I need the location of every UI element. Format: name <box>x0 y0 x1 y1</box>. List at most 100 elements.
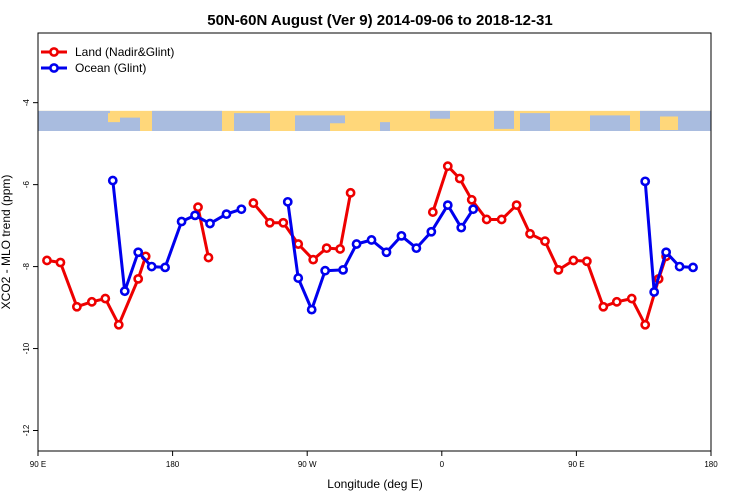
series-layer <box>42 161 698 330</box>
data-point <box>321 243 332 254</box>
data-point <box>411 243 422 254</box>
data-point <box>351 239 362 249</box>
data-point <box>661 247 672 258</box>
series-line <box>46 255 148 327</box>
y-axis-label: XCO2 - MLO trend (ppm) <box>0 175 13 310</box>
data-point <box>456 222 467 233</box>
series-line <box>643 181 694 294</box>
map-ocean <box>152 110 222 131</box>
series-ocean <box>107 175 698 315</box>
series-line <box>286 201 475 312</box>
map-ocean <box>494 110 514 129</box>
map-land-patch <box>400 117 422 129</box>
x-tick-label: 90 E <box>568 460 584 469</box>
series-land <box>42 161 672 330</box>
data-point <box>293 273 304 283</box>
data-point <box>568 255 579 266</box>
data-point <box>525 228 535 239</box>
data-point <box>581 256 592 267</box>
x-tick-label: 180 <box>166 460 180 469</box>
data-point <box>396 230 407 241</box>
data-point <box>553 264 564 275</box>
y-tick-label: -12 <box>22 424 31 436</box>
data-point <box>442 200 453 211</box>
y-tick-label: -4 <box>22 99 31 107</box>
data-point <box>640 319 651 330</box>
data-point <box>598 301 609 312</box>
x-tick-label: 180 <box>704 460 718 469</box>
y-tick-label: -8 <box>22 262 31 270</box>
data-point <box>442 161 453 172</box>
data-point <box>236 204 247 215</box>
x-axis-label: Longitude (deg E) <box>327 477 422 491</box>
data-point <box>176 216 187 227</box>
data-point <box>468 204 479 215</box>
data-point <box>454 173 465 184</box>
x-axis: 90 E 180 90 W 0 90 E 180 <box>30 451 718 469</box>
chart-title: 50N-60N August (Ver 9) 2014-09-06 to 201… <box>207 12 552 29</box>
map-ocean <box>380 122 390 131</box>
data-point <box>496 214 507 225</box>
data-point <box>466 194 477 205</box>
data-point <box>626 293 637 304</box>
map-strip <box>38 110 711 131</box>
data-point <box>335 244 346 254</box>
data-point <box>611 296 622 307</box>
data-point <box>86 296 97 307</box>
series-line <box>111 180 242 293</box>
data-point <box>308 254 319 265</box>
data-point <box>540 236 550 247</box>
y-tick-label: -10 <box>22 342 31 354</box>
map-ocean <box>520 113 550 131</box>
data-point <box>511 200 522 211</box>
legend-label: Ocean (Glint) <box>75 61 146 75</box>
data-point <box>248 198 259 208</box>
legend-marker <box>49 47 59 57</box>
data-point <box>427 207 438 217</box>
data-point <box>146 261 157 272</box>
data-point <box>133 247 144 258</box>
map-ocean <box>234 113 270 131</box>
data-point <box>381 247 392 258</box>
x-tick-label: 0 <box>440 460 445 469</box>
legend: Land (Nadir&Glint) Ocean (Glint) <box>41 45 174 75</box>
data-point <box>688 262 698 273</box>
data-point <box>345 187 356 198</box>
data-point <box>42 255 52 266</box>
data-point <box>366 235 377 245</box>
data-point <box>282 196 293 207</box>
x-tick-label: 90 W <box>298 460 317 469</box>
map-ocean <box>38 110 110 131</box>
x-tick-label: 90 E <box>30 460 46 469</box>
data-point <box>481 214 492 225</box>
map-land-patch <box>108 113 120 123</box>
data-point <box>278 217 289 228</box>
y-tick-label: -6 <box>22 181 31 189</box>
data-point <box>338 264 348 275</box>
data-point <box>107 175 118 186</box>
data-point <box>426 226 437 237</box>
data-point <box>674 261 685 272</box>
data-point <box>293 239 304 249</box>
data-point <box>71 301 82 312</box>
data-point <box>119 286 130 297</box>
data-point <box>113 319 124 330</box>
map-ocean <box>430 110 450 119</box>
data-point <box>55 257 66 268</box>
data-point <box>205 218 215 229</box>
data-point <box>133 273 144 284</box>
data-point <box>306 304 317 315</box>
map-land-patch <box>660 116 678 131</box>
data-point <box>221 209 232 220</box>
map-land-patch <box>330 123 358 131</box>
data-point <box>649 287 660 297</box>
legend-label: Land (Nadir&Glint) <box>75 45 174 59</box>
data-point <box>640 176 651 187</box>
plot-frame <box>37 32 712 452</box>
legend-marker <box>49 63 59 73</box>
data-point <box>190 210 200 221</box>
data-point <box>100 293 111 304</box>
y-axis: -4 -6 -8 -10 -12 <box>22 99 38 436</box>
data-point <box>160 262 171 273</box>
